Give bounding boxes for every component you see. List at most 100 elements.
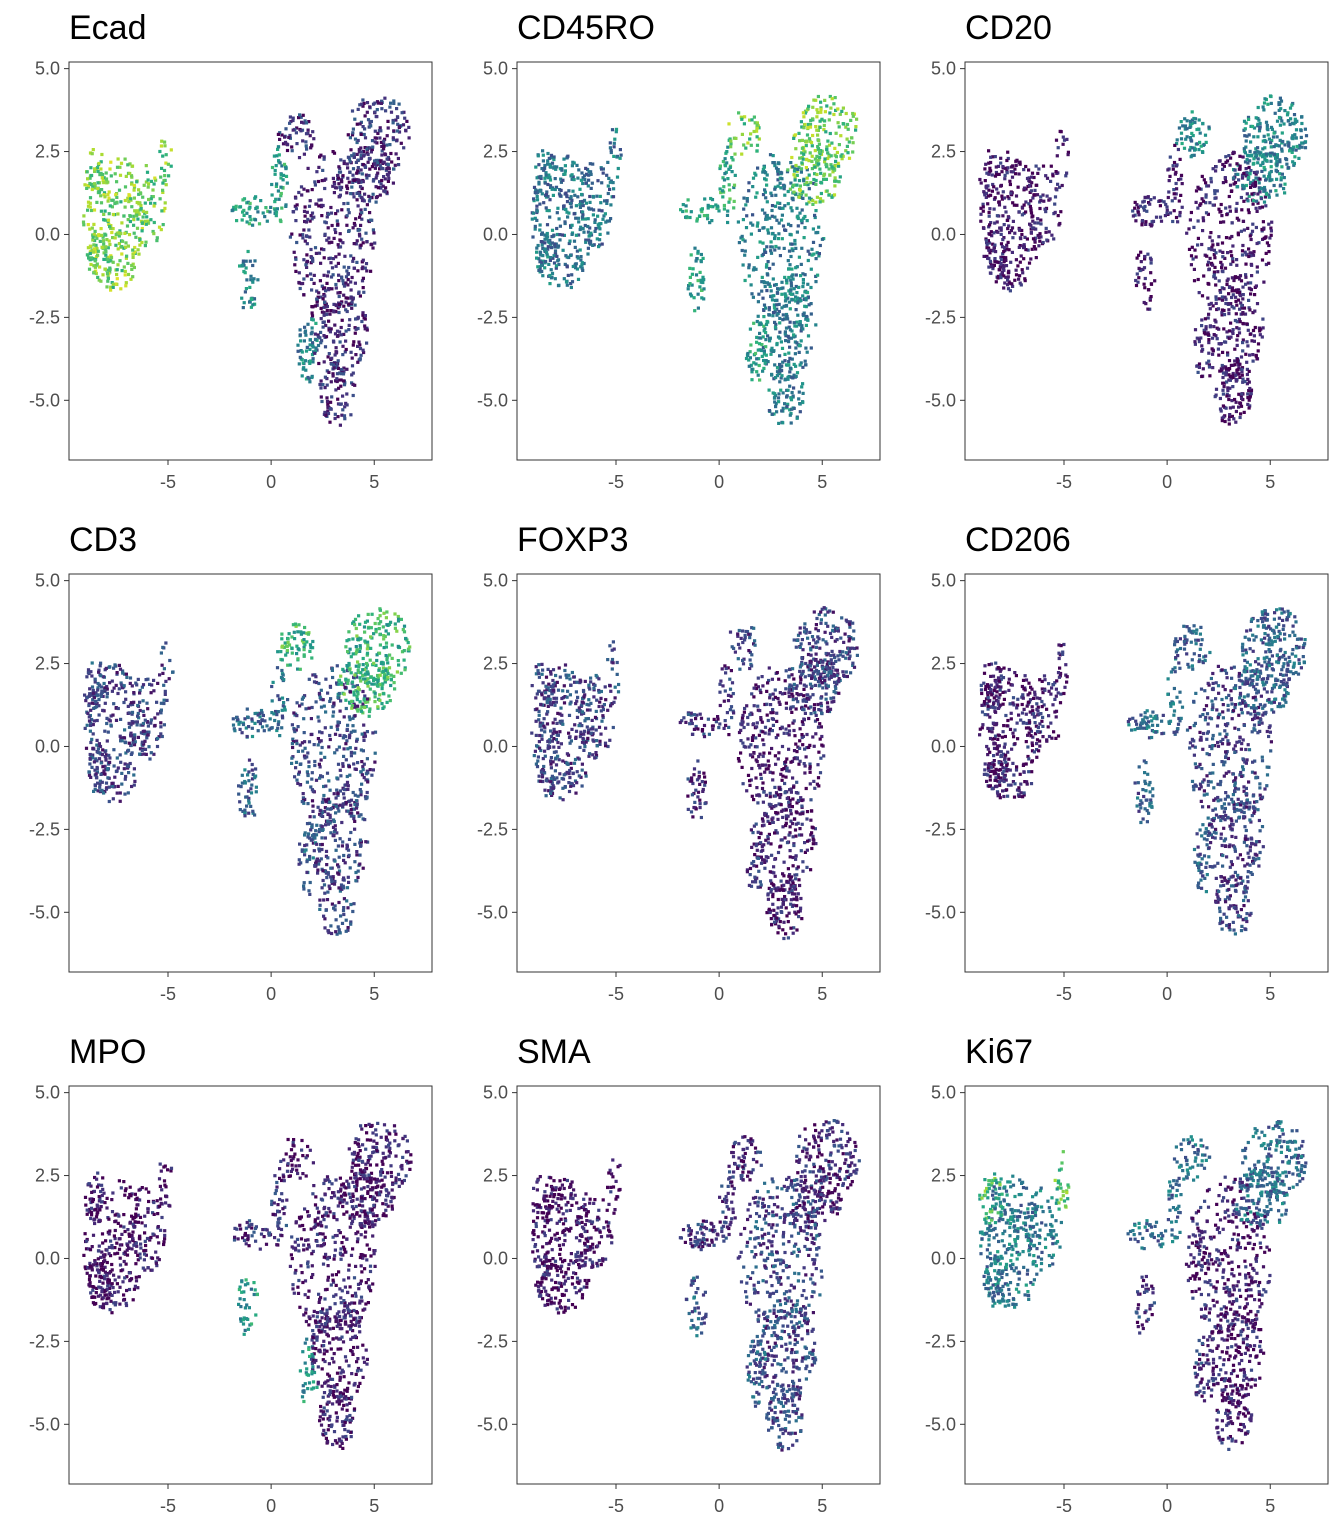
data-point [1210, 336, 1215, 340]
data-point [1003, 281, 1007, 285]
data-point [991, 182, 995, 187]
data-point [1260, 335, 1264, 339]
data-point [393, 687, 397, 691]
data-point [845, 144, 849, 148]
data-point [699, 280, 703, 284]
data-point [786, 402, 790, 406]
data-point [721, 195, 725, 199]
data-point [320, 284, 324, 288]
data-point [781, 286, 785, 290]
data-point [1027, 168, 1031, 172]
data-point [1199, 187, 1203, 191]
data-point [694, 273, 699, 277]
data-point [317, 862, 321, 866]
data-point [983, 167, 987, 171]
data-point [539, 253, 543, 257]
data-point [244, 287, 248, 291]
data-point [790, 375, 794, 379]
data-point [1231, 375, 1235, 380]
data-point [588, 233, 592, 237]
data-point [1278, 172, 1282, 176]
data-point [1200, 349, 1204, 353]
data-point [122, 265, 126, 269]
data-point [1206, 260, 1211, 264]
data-point [351, 637, 355, 641]
data-point [1258, 126, 1262, 130]
data-point [1222, 385, 1226, 389]
data-point [1234, 400, 1238, 404]
data-point [322, 320, 326, 324]
data-point [1187, 227, 1191, 231]
data-point [1204, 193, 1208, 197]
data-point [811, 117, 815, 121]
data-point [121, 239, 125, 243]
data-point [530, 217, 534, 221]
data-point [111, 282, 115, 286]
data-point [1246, 377, 1250, 381]
data-point [362, 149, 366, 154]
data-point [85, 253, 89, 257]
data-point [92, 247, 96, 251]
data-point [308, 380, 312, 384]
data-point [1020, 205, 1024, 209]
data-point [1256, 342, 1261, 346]
data-point [350, 109, 355, 113]
data-point [768, 153, 773, 157]
data-point [758, 348, 762, 352]
data-point [1175, 142, 1179, 146]
data-point [817, 142, 821, 146]
data-point [328, 240, 332, 244]
data-point [537, 268, 541, 272]
data-point [322, 310, 326, 315]
data-point [1303, 127, 1307, 131]
data-point [139, 207, 143, 211]
data-point [95, 262, 99, 266]
data-point [362, 290, 366, 294]
data-point [1241, 380, 1245, 384]
data-point [1236, 172, 1240, 176]
data-point [128, 171, 132, 176]
data-point [373, 129, 377, 133]
data-point [741, 263, 745, 267]
data-point [780, 409, 784, 413]
data-point [839, 134, 843, 138]
y-tick-label: 0.0 [931, 224, 956, 244]
data-point [137, 192, 141, 196]
data-point [1217, 342, 1221, 346]
data-point [1058, 221, 1062, 226]
data-point [1172, 188, 1176, 192]
data-point [344, 296, 348, 300]
data-point [801, 391, 805, 395]
data-point [1241, 293, 1245, 297]
data-point [245, 211, 249, 215]
data-point [776, 237, 780, 241]
data-point [353, 842, 357, 846]
data-point [1265, 123, 1269, 128]
data-point [1257, 118, 1261, 122]
data-point [99, 167, 103, 171]
data-point [800, 151, 804, 155]
data-point [783, 377, 787, 381]
data-point [394, 152, 398, 156]
data-point [294, 207, 298, 211]
data-point [342, 284, 347, 288]
data-point [115, 277, 119, 281]
data-point [769, 289, 773, 293]
data-point [328, 330, 332, 334]
data-point [386, 179, 390, 183]
data-point [1236, 368, 1240, 372]
data-point [345, 739, 349, 743]
data-point [580, 192, 584, 197]
data-point [353, 303, 357, 307]
data-point [381, 682, 385, 686]
data-point [313, 183, 317, 187]
data-point [316, 179, 321, 184]
umap-panel: -5 0 5 5.0 2.5 0.0 -2.5 -5.0 CD20 [896, 0, 1344, 512]
data-point [305, 242, 309, 246]
data-point [96, 275, 100, 279]
data-point [836, 121, 840, 125]
data-point [540, 167, 544, 171]
data-point [718, 166, 722, 171]
data-point [131, 275, 135, 279]
data-point [1249, 140, 1253, 144]
